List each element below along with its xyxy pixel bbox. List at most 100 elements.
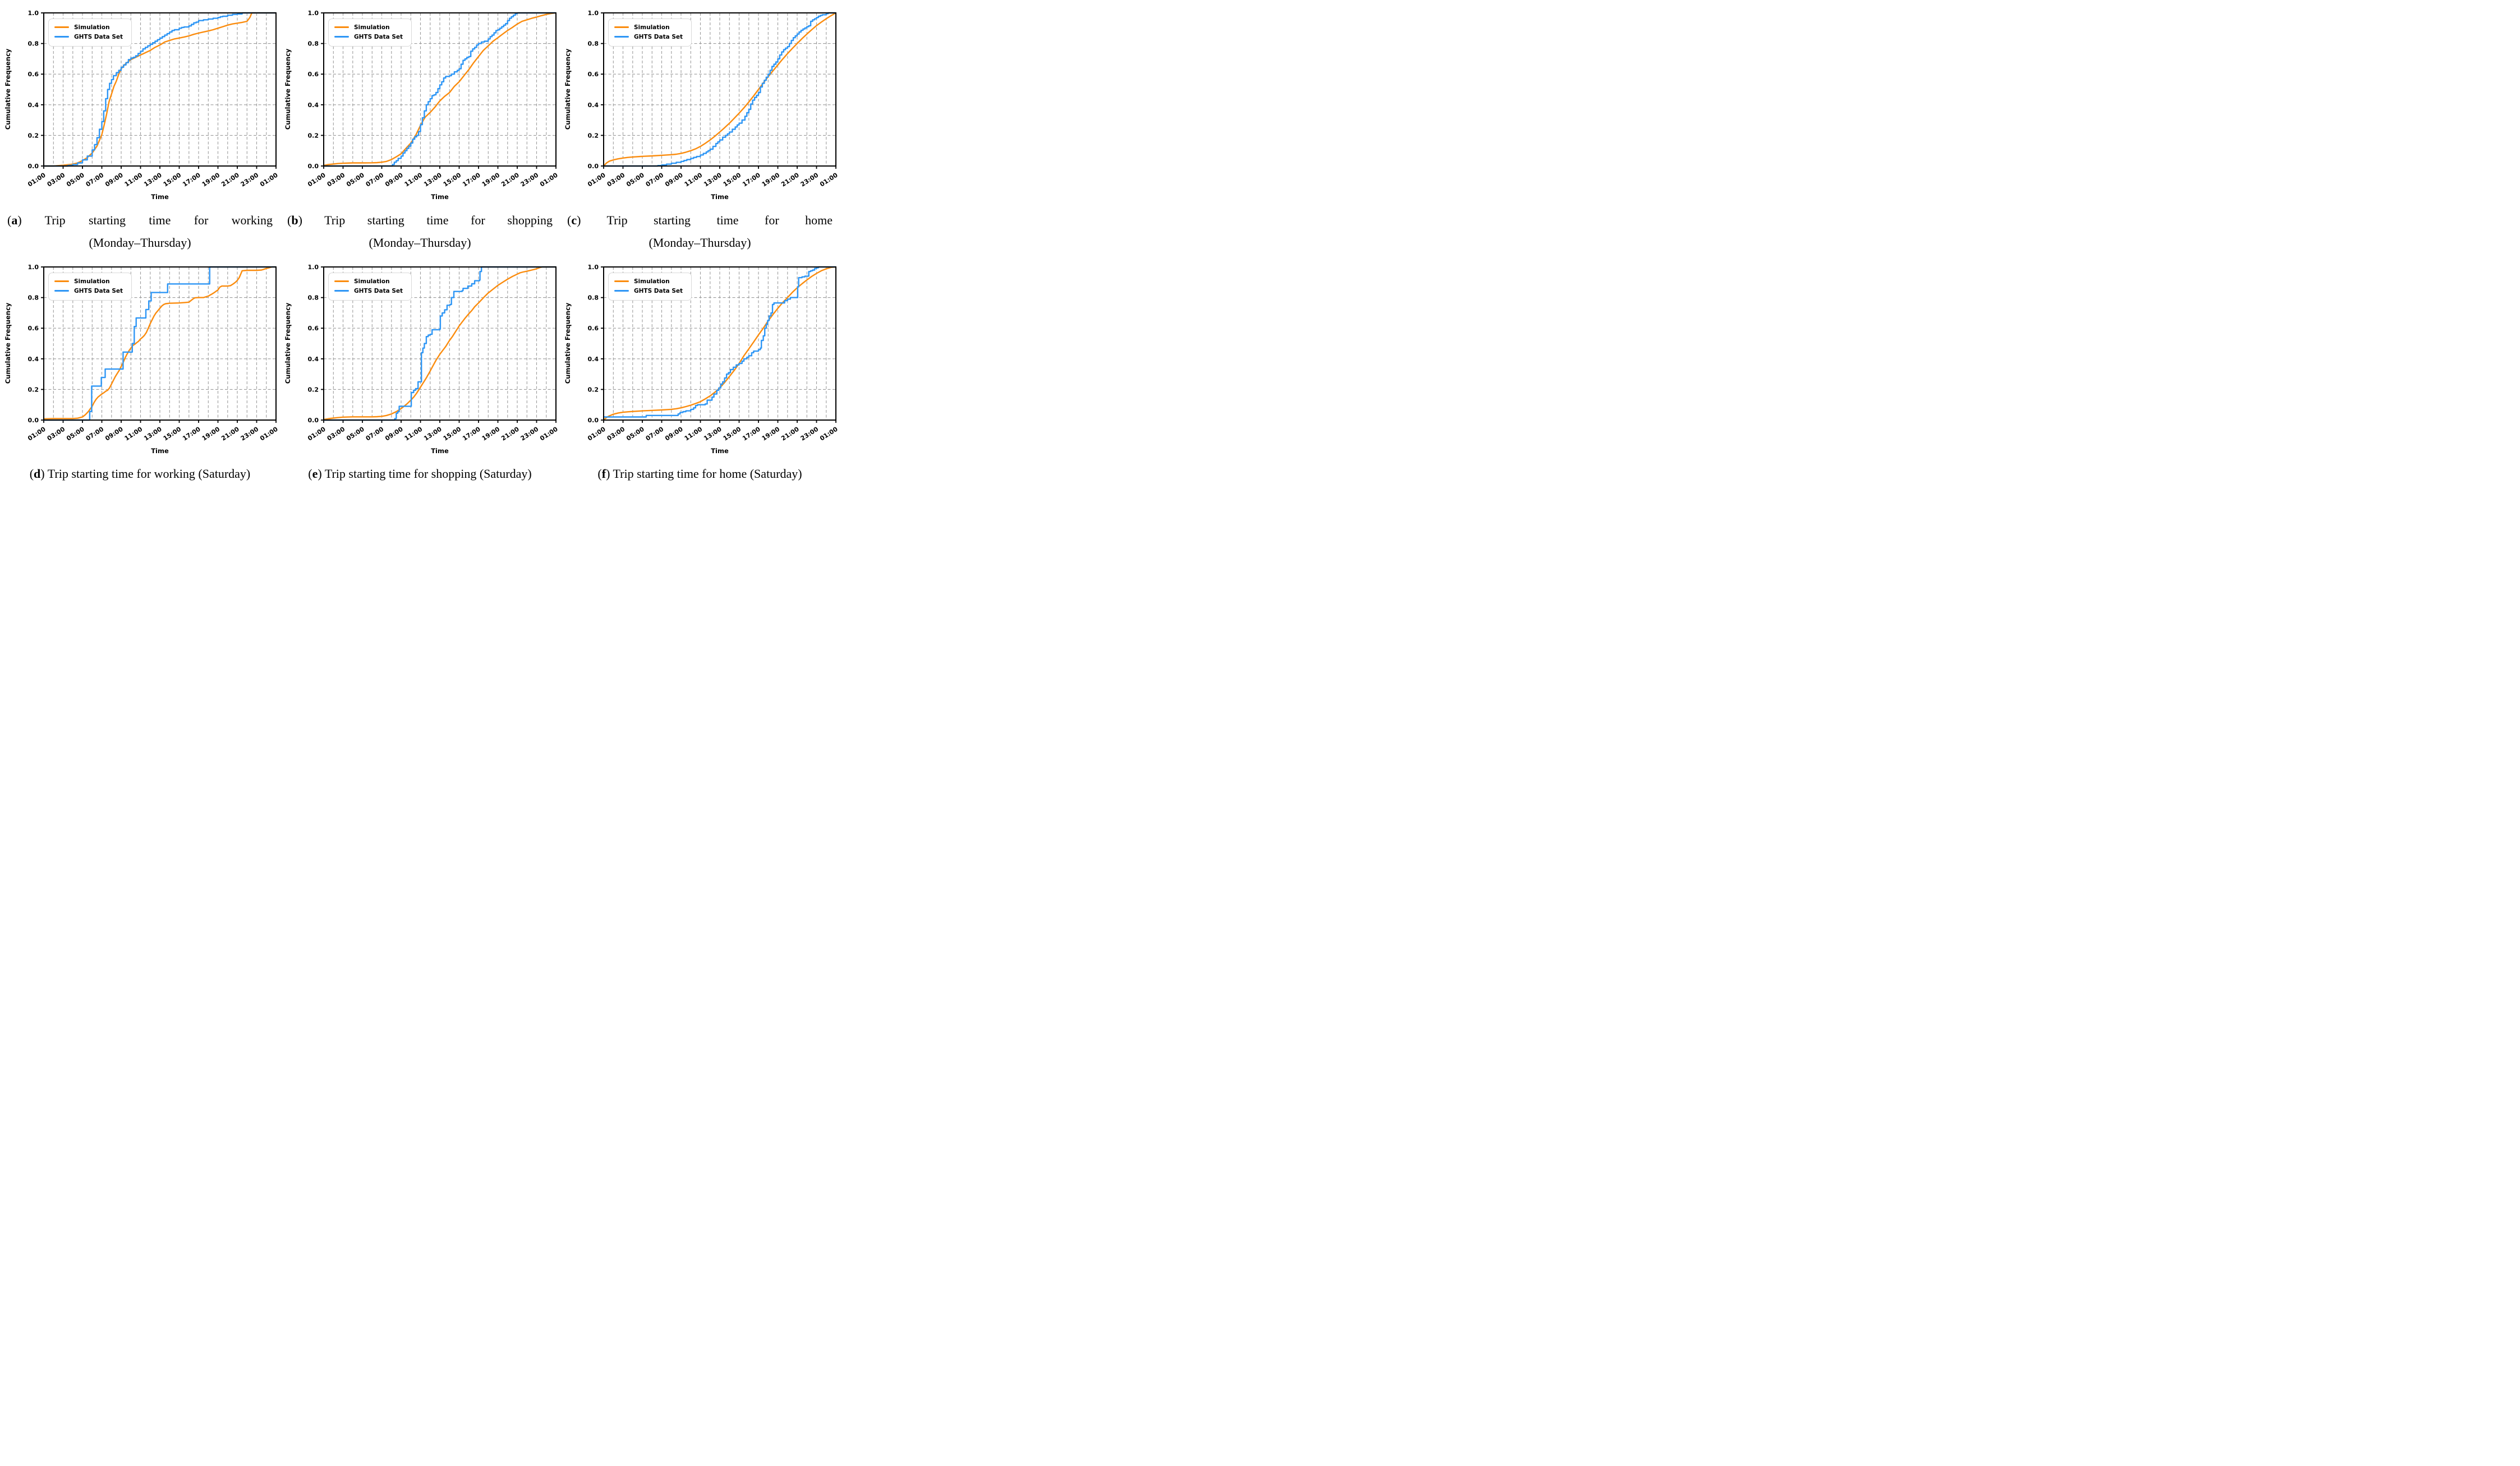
x-tick-label: 23:00 <box>799 171 820 188</box>
y-axis-label: Cumulative Frequency <box>4 48 12 130</box>
y-tick-label: 0.2 <box>588 132 599 139</box>
chart-panel-b: 01:00 03:00 05:00 07:00 09:00 11:00 13:00 15:00… <box>280 0 560 206</box>
legend-item-simulation: Simulation <box>54 276 123 286</box>
x-axis-label: Time <box>431 193 449 201</box>
y-tick-label: 0.8 <box>28 294 39 302</box>
x-axis-label: Time <box>151 193 169 201</box>
y-tick-label: 0.2 <box>308 386 319 393</box>
axes-spines <box>603 266 836 421</box>
x-tick-label: 15:00 <box>722 171 743 188</box>
series-simulation <box>43 266 276 419</box>
caption-f: (f) Trip starting time for home (Saturda… <box>560 464 840 483</box>
legend-ghts-swatch <box>614 289 629 292</box>
x-tick-label: 05:00 <box>625 171 646 188</box>
legend-ghts-label: GHTS Data Set <box>634 287 683 294</box>
chart-e-canvas: 01:0003:0005:0007:0009:0011:0013:0015:00… <box>306 264 559 442</box>
x-tick-label: 07:00 <box>365 425 385 442</box>
legend: Simulation GHTS Data Set <box>48 19 132 47</box>
y-axis-ticks: 0.0 0.2 0.4 0.6 0.8 1.0 <box>28 10 44 170</box>
x-tick-label: 01:00 <box>306 425 327 442</box>
y-tick-label: 0.4 <box>308 356 319 363</box>
y-axis-label: Cumulative Frequency <box>564 302 572 384</box>
caption-letter: b <box>291 213 298 227</box>
legend-ghts-swatch <box>54 35 69 38</box>
chart-d-canvas: 01:0003:0005:0007:0009:0011:0013:0015:00… <box>26 264 279 442</box>
x-tick-label: 01:00 <box>26 171 47 188</box>
y-tick-label: 0.2 <box>588 386 599 393</box>
caption-letter: c <box>571 213 577 227</box>
x-tick-label: 23:00 <box>240 171 260 188</box>
captions-row-weekday: (a) Trip starting time for working (Mond… <box>0 209 840 254</box>
x-axis-ticks: 01:0003:0005:0007:0009:0011:0013:0015:00… <box>26 166 279 188</box>
x-tick-label: 03:00 <box>326 425 347 442</box>
legend-item-ghts: GHTS Data Set <box>614 32 683 42</box>
x-axis-ticks: 01:0003:0005:0007:0009:0011:0013:0015:00… <box>586 420 839 442</box>
x-tick-label: 19:00 <box>761 425 781 442</box>
legend-simulation-swatch <box>54 26 69 29</box>
x-tick-label: 11:00 <box>403 425 424 442</box>
y-axis-ticks: 0.0 0.2 0.4 0.6 0.8 1.0 <box>308 264 324 424</box>
x-tick-label: 01:00 <box>539 425 559 442</box>
chart-panel-d: 01:00 03:00 05:00 07:00 09:00 11:00 13:00 15:00… <box>0 254 280 460</box>
caption-c: (c) Trip starting time for home (Monday–… <box>560 209 840 254</box>
caption-e: (e) Trip starting time for shopping (Sat… <box>280 464 560 483</box>
x-axis-label: Time <box>711 193 729 201</box>
legend: Simulation GHTS Data Set <box>48 273 132 301</box>
caption-letter: a <box>11 213 18 227</box>
series-ghts <box>324 12 556 167</box>
x-tick-label: 07:00 <box>365 171 385 188</box>
legend-simulation-label: Simulation <box>634 24 670 31</box>
x-tick-label: 19:00 <box>201 171 222 188</box>
x-tick-label: 17:00 <box>461 425 482 442</box>
legend-item-ghts: GHTS Data Set <box>54 32 123 42</box>
x-tick-label: 05:00 <box>345 171 366 188</box>
y-tick-label: 1.0 <box>308 10 319 17</box>
x-tick-label: 03:00 <box>606 425 627 442</box>
y-tick-label: 0.4 <box>28 102 39 109</box>
y-tick-label: 1.0 <box>308 264 319 271</box>
legend-ghts-swatch <box>334 289 349 292</box>
x-tick-label: 15:00 <box>442 425 463 442</box>
x-tick-label: 09:00 <box>664 171 684 188</box>
x-tick-label: 15:00 <box>442 171 463 188</box>
y-axis-label: Cumulative Frequency <box>4 302 12 384</box>
caption-c-line1: (c) Trip starting time for home <box>567 213 833 227</box>
x-tick-label: 01:00 <box>539 171 559 188</box>
x-tick-label: 13:00 <box>702 425 723 442</box>
captions-row-saturday: (d) Trip starting time for working (Satu… <box>0 464 840 483</box>
y-tick-label: 0.0 <box>28 163 39 170</box>
x-tick-label: 01:00 <box>586 171 607 188</box>
x-tick-label: 13:00 <box>422 425 443 442</box>
legend-simulation-label: Simulation <box>634 278 670 285</box>
y-tick-label: 0.4 <box>28 356 39 363</box>
x-tick-label: 05:00 <box>65 425 86 442</box>
y-tick-label: 0.2 <box>308 132 319 139</box>
chart-panel-e: 01:00 03:00 05:00 07:00 09:00 11:00 13:00 15:00… <box>280 254 560 460</box>
y-tick-label: 0.0 <box>308 417 319 424</box>
y-tick-label: 0.6 <box>308 71 319 78</box>
axes-spines <box>323 12 557 167</box>
legend-simulation-swatch <box>334 280 349 283</box>
series-ghts <box>324 266 556 421</box>
y-tick-label: 0.4 <box>308 102 319 109</box>
gridlines <box>44 12 276 166</box>
legend-item-ghts: GHTS Data Set <box>334 32 403 42</box>
y-tick-label: 0.6 <box>588 71 599 78</box>
chart-f-canvas: 01:0003:0005:0007:0009:0011:0013:0015:00… <box>586 264 839 442</box>
y-axis-label: Cumulative Frequency <box>284 48 292 130</box>
x-tick-label: 13:00 <box>142 425 163 442</box>
y-tick-label: 0.0 <box>28 417 39 424</box>
y-axis-label: Cumulative Frequency <box>284 302 292 384</box>
legend-item-simulation: Simulation <box>54 22 123 32</box>
legend-simulation-swatch <box>614 26 629 29</box>
caption-letter: e <box>312 467 318 481</box>
y-tick-label: 1.0 <box>588 10 599 17</box>
x-axis-ticks: 01:0003:0005:0007:0009:0011:0013:0015:00… <box>586 166 839 188</box>
legend-item-simulation: Simulation <box>334 22 403 32</box>
x-tick-label: 07:00 <box>645 171 665 188</box>
charts-row-weekday: 01:00 03:00 05:00 07:00 09:00 11:00 13:00 15:00… <box>0 0 840 206</box>
x-tick-label: 01:00 <box>306 171 327 188</box>
y-tick-label: 0.8 <box>308 40 319 48</box>
y-tick-label: 0.2 <box>28 132 39 139</box>
x-tick-label: 19:00 <box>761 171 781 188</box>
